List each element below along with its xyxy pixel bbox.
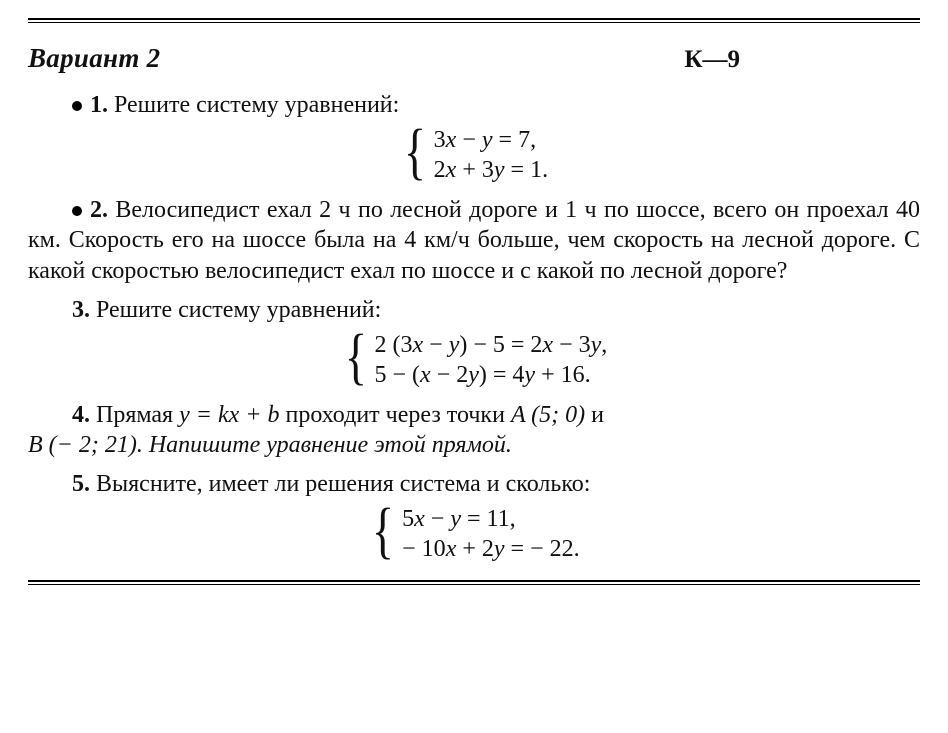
rule-bottom-2 xyxy=(28,584,920,585)
problem-1: 1. Решите систему уравнений: xyxy=(28,90,920,121)
problem-1-number: 1. xyxy=(90,92,108,118)
k-label: К—9 xyxy=(684,44,920,76)
bullet-icon xyxy=(72,197,90,223)
bullet-icon xyxy=(72,92,90,118)
eq-row: 5x − y = 11, xyxy=(402,505,579,534)
problem-1-system: { 3x − y = 7, 2x + 3y = 1. xyxy=(28,125,920,187)
problem-5: 5. Выясните, имеет ли решения система и … xyxy=(28,469,920,500)
eq-row: 3x − y = 7, xyxy=(434,126,548,155)
problem-4-line2: B (− 2; 21). Напишите уравнение этой пря… xyxy=(28,430,920,461)
variant-label: Вариант 2 xyxy=(28,41,160,76)
eq-row: 2 (3x − y) − 5 = 2x − 3y, xyxy=(374,331,607,360)
rule-bottom-1 xyxy=(28,580,920,582)
rule-top-2 xyxy=(28,22,920,23)
problem-4-pre: Прямая xyxy=(96,402,179,428)
eq-row: 2x + 3y = 1. xyxy=(434,156,548,185)
brace: { 3x − y = 7, 2x + 3y = 1. xyxy=(400,125,548,187)
problem-5-system: { 5x − y = 11, − 10x + 2y = − 22. xyxy=(28,504,920,566)
problem-3-system: { 2 (3x − y) − 5 = 2x − 3y, 5 − (x − 2y)… xyxy=(28,330,920,392)
problem-3-number: 3. xyxy=(72,297,90,323)
point-b-tail: B (− 2; 21). Напишите уравнение этой пря… xyxy=(28,432,512,458)
curly-brace-icon: { xyxy=(372,500,394,562)
problem-4-mid: проходит через точки xyxy=(279,402,510,428)
problem-5-number: 5. xyxy=(72,471,90,497)
rule-top-1 xyxy=(28,18,920,20)
worksheet-page: Вариант 2 К—9 1. Решите систему уравнени… xyxy=(0,0,948,733)
problem-4-line1: 4. Прямая y = kx + b проходит через точк… xyxy=(28,400,920,431)
problem-5-text: Выясните, имеет ли решения система и ско… xyxy=(96,471,590,497)
problem-1-text: Решите систему уравнений: xyxy=(114,92,399,118)
problem-3-text: Решите систему уравнений: xyxy=(96,297,381,323)
problem-2-number: 2. xyxy=(90,197,108,223)
curly-brace-icon: { xyxy=(344,326,366,388)
point-a: A (5; 0) xyxy=(511,402,585,428)
eq-row: 5 − (x − 2y) = 4y + 16. xyxy=(374,361,607,390)
problem-2: 2. Велосипедист ехал 2 ч по лесной дорог… xyxy=(28,195,920,287)
brace: { 5x − y = 11, − 10x + 2y = − 22. xyxy=(368,504,579,566)
problem-4-number: 4. xyxy=(72,402,90,428)
brace: { 2 (3x − y) − 5 = 2x − 3y, 5 − (x − 2y)… xyxy=(341,330,608,392)
problem-3: 3. Решите систему уравнений: xyxy=(28,295,920,326)
problem-4-formula: y = kx + b xyxy=(179,402,279,428)
header: Вариант 2 К—9 xyxy=(28,41,920,76)
curly-brace-icon: { xyxy=(404,121,426,183)
eq-row: − 10x + 2y = − 22. xyxy=(402,535,579,564)
problem-2-text: Велосипедист ехал 2 ч по лесной дороге и… xyxy=(28,197,920,284)
problems: 1. Решите систему уравнений: { 3x − y = … xyxy=(28,90,920,566)
and: и xyxy=(585,402,604,428)
